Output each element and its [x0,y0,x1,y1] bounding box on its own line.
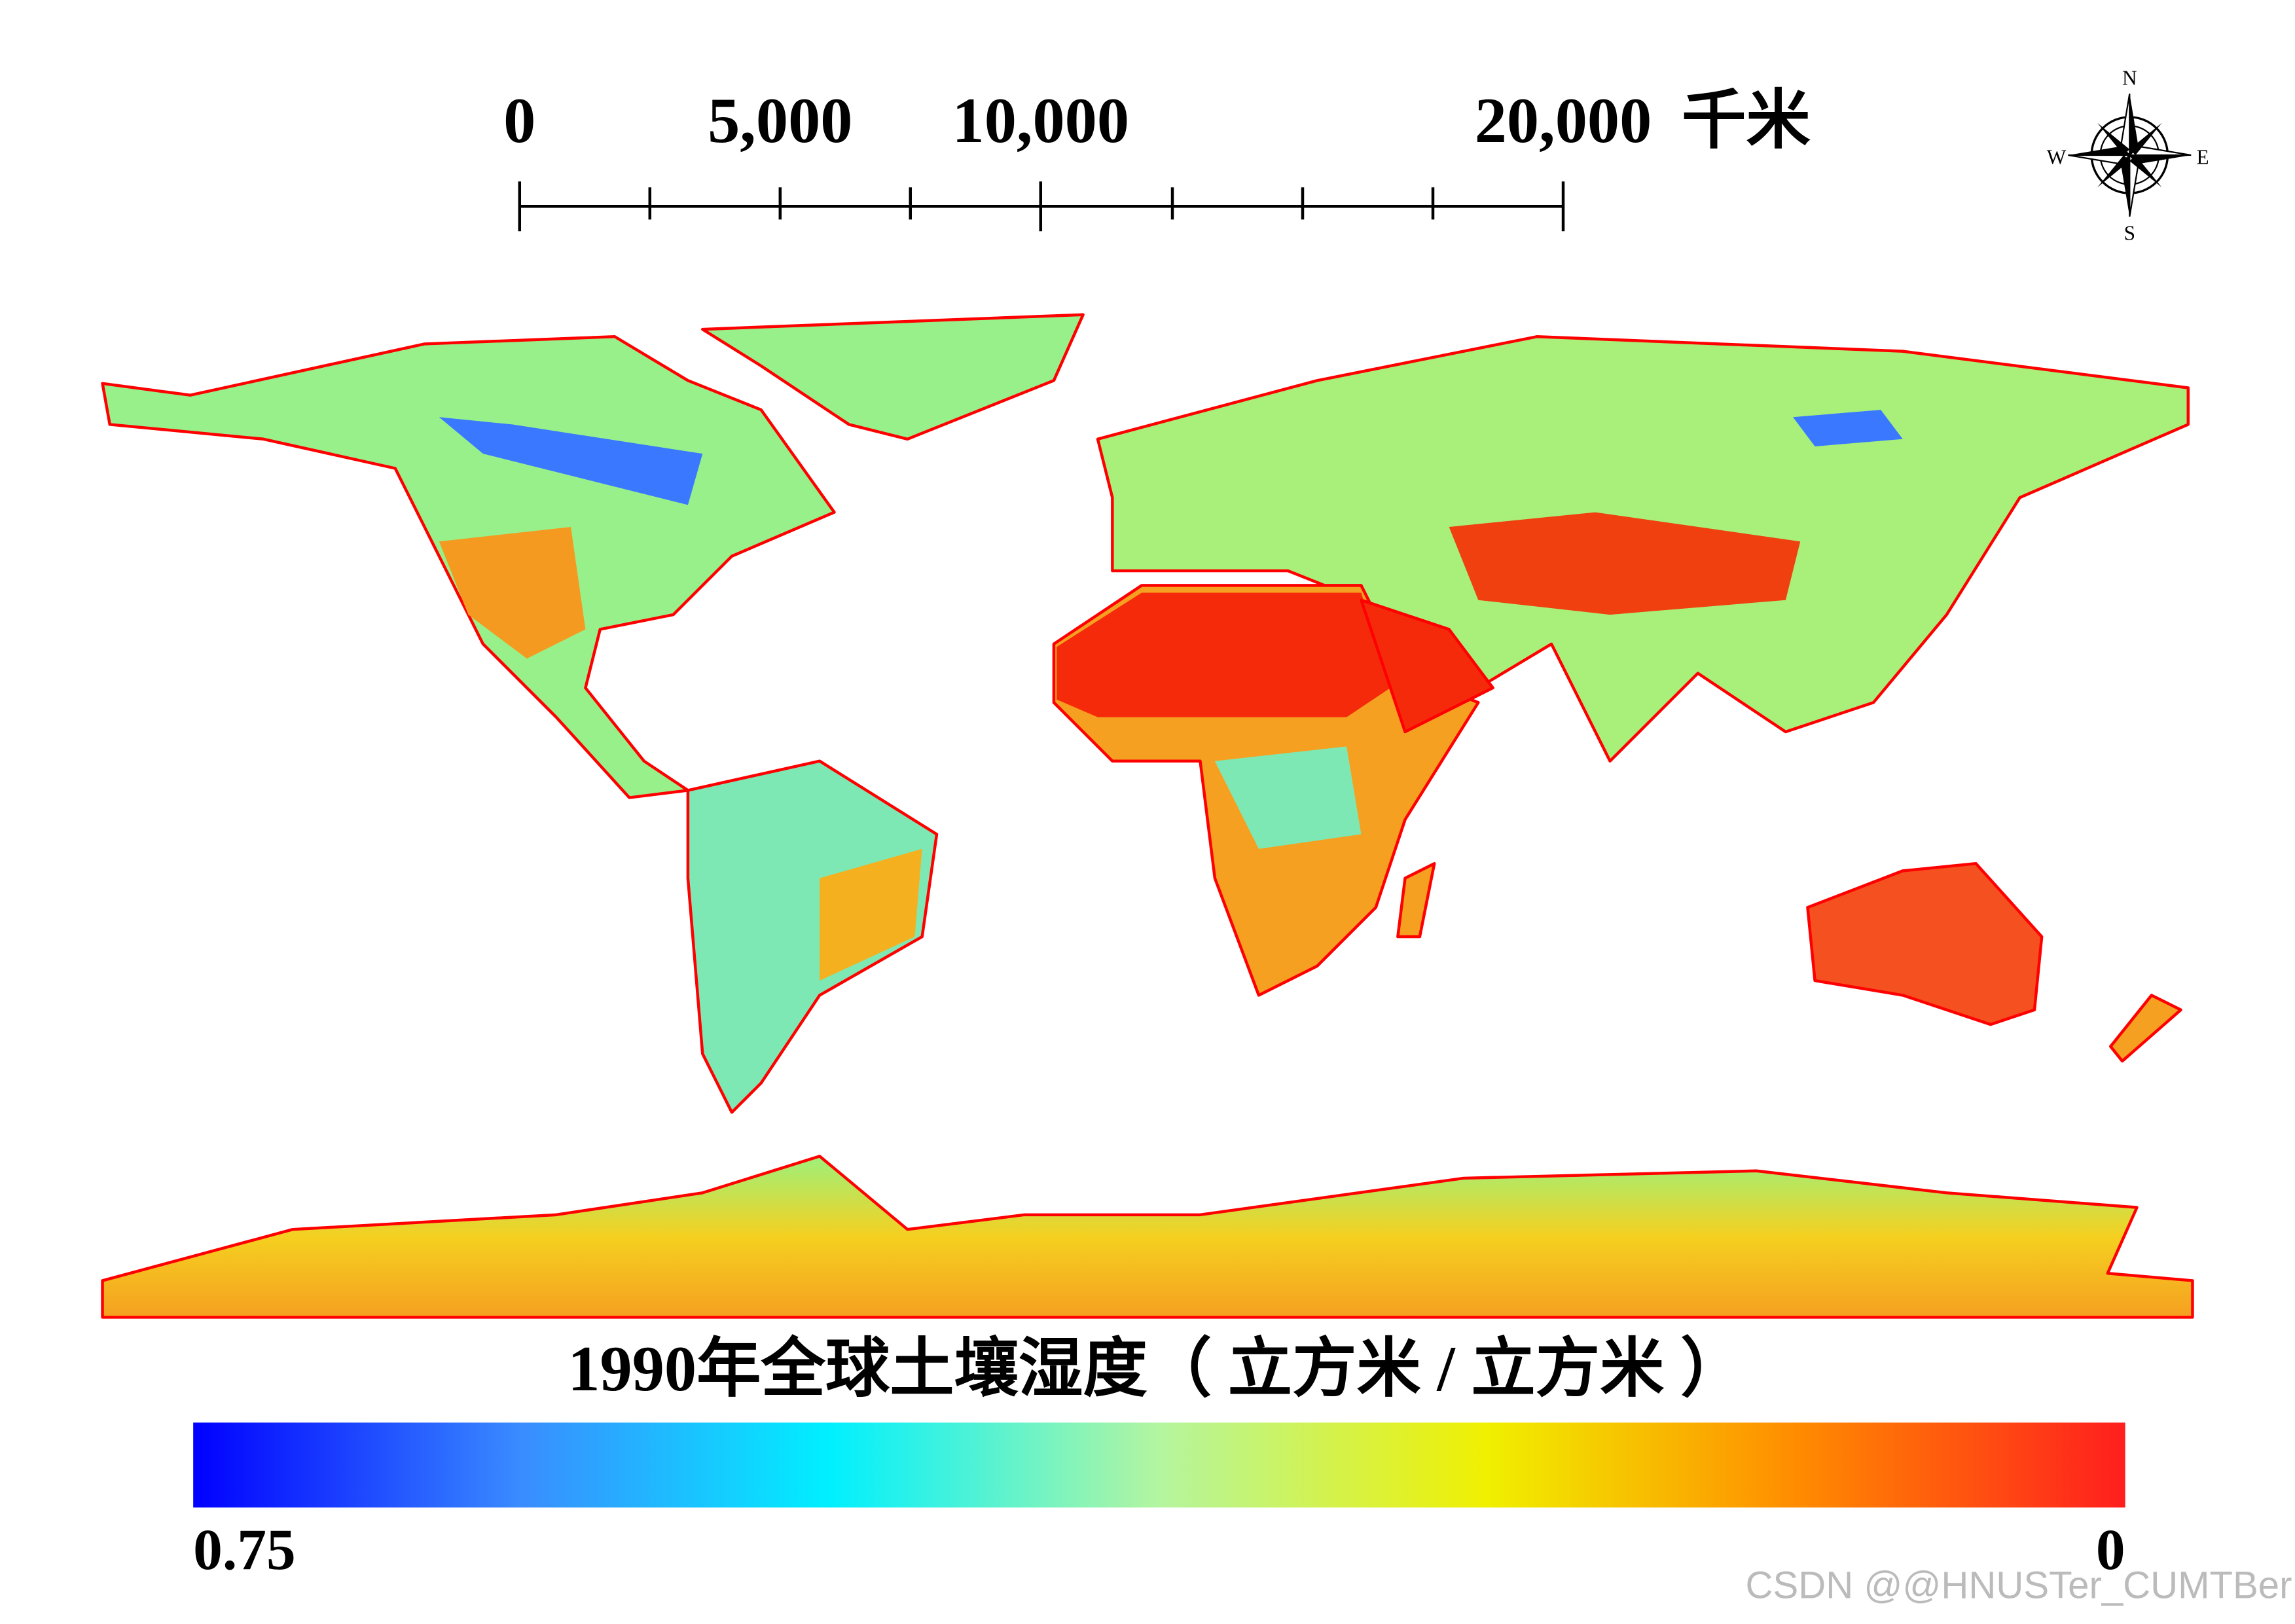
sa-dry [820,848,922,981]
south-america [686,759,939,1114]
siberia-wet [1793,410,1903,446]
scale-label: 5,000 [708,85,852,156]
compass-e: E [2197,145,2209,168]
sahara [1057,592,1391,717]
na-dry [439,526,586,659]
color-bar [193,1422,2125,1508]
scale-bar [518,181,1565,232]
scale-unit: 千米 [1682,85,1811,156]
scale-label: 20,000 [1475,85,1652,156]
watermark: CSDN @@HNUSTer_CUMTBer [1746,1564,2292,1607]
na-wet [439,417,703,505]
compass-w: W [2047,145,2067,168]
antarctica [101,1155,2194,1319]
scale-label: 0 [503,85,535,156]
new-zealand [2109,994,2182,1063]
central-asia-dry [1449,512,1801,615]
congo [1214,746,1362,849]
compass-s: S [2124,222,2135,245]
world-map [101,313,2194,1319]
legend-min: 0 [2096,1517,2125,1582]
compass-n: N [2122,67,2137,90]
madagascar [1396,861,1436,939]
australia [1806,861,2044,1026]
arabia [1360,598,1494,734]
compass: N E S W [2047,67,2209,245]
scale-label: 10,000 [952,85,1130,156]
legend-max: 0.75 [193,1517,296,1582]
greenland [701,313,1085,441]
map-title: 1990年全球土壤湿度（ 立方米 / 立方米 ） [568,1333,1744,1405]
